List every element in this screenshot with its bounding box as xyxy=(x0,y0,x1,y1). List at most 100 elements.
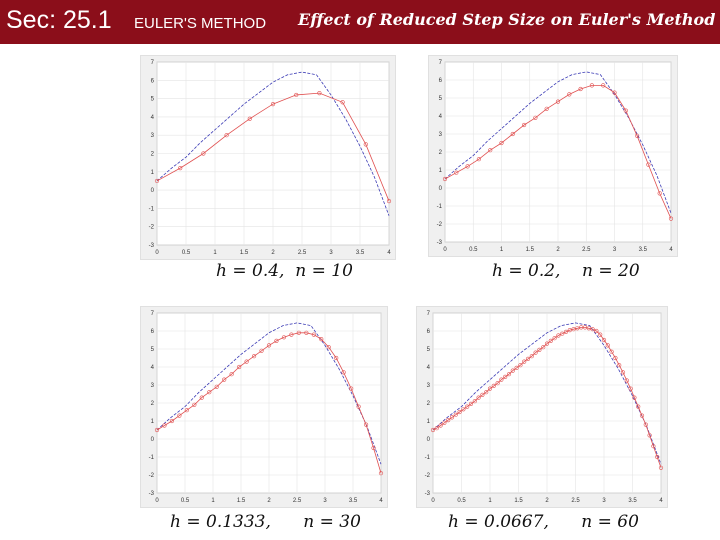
euler-point xyxy=(484,390,489,395)
euler-point xyxy=(522,359,527,364)
euler-point xyxy=(434,426,439,431)
euler-point xyxy=(499,140,504,146)
euler-point xyxy=(154,178,160,184)
euler-point xyxy=(495,381,500,386)
euler-plot-3: 0 0.5 1 1.5 2 2.5 3 3.5 4 -3 -2 -1 0 1 2 3 4 5 6 7 xyxy=(425,311,664,504)
x-tick-label: 3 xyxy=(323,498,327,504)
euler-point xyxy=(613,355,618,361)
euler-point xyxy=(341,370,346,375)
euler-point xyxy=(544,106,549,111)
y-tick-label: 2 xyxy=(439,150,443,156)
euler-point xyxy=(472,399,477,404)
slide-title: Effect of Reduced Step Size on Euler's M… xyxy=(298,10,716,29)
x-tick-label: 1.5 xyxy=(526,247,535,253)
euler-point xyxy=(476,395,481,400)
y-tick-label: 4 xyxy=(439,114,443,120)
euler-point xyxy=(563,329,569,335)
euler-point xyxy=(567,328,572,333)
y-tick-label: -2 xyxy=(149,473,155,479)
x-tick-label: 2.5 xyxy=(298,250,307,256)
y-tick-label: 4 xyxy=(151,365,155,371)
euler-point xyxy=(229,372,234,377)
euler-point xyxy=(349,386,354,391)
x-tick-label: 3.5 xyxy=(628,498,637,504)
x-tick-label: 1 xyxy=(213,250,217,256)
y-tick-label: 3 xyxy=(427,383,431,389)
euler-point xyxy=(480,392,485,397)
y-tick-label: -3 xyxy=(149,491,155,497)
plot-panel: 0 0.5 1 1.5 2 2.5 3 3.5 4 -3 -2 -1 0 1 2 3 4 5 6 7 xyxy=(140,55,396,260)
step-size-caption: h = 0.1333, n = 30 xyxy=(170,512,361,532)
euler-point xyxy=(620,370,626,375)
y-tick-label: 0 xyxy=(427,437,431,443)
euler-point xyxy=(514,365,519,371)
exact-solution-line xyxy=(156,322,382,465)
euler-point xyxy=(537,347,542,353)
x-tick-label: 1 xyxy=(500,247,504,253)
x-tick-label: 1.5 xyxy=(514,498,523,504)
euler-plot-2: 0 0.5 1 1.5 2 2.5 3 3.5 4 -3 -2 -1 0 1 2 3 4 5 6 7 xyxy=(149,311,384,504)
y-tick-label: 4 xyxy=(151,115,155,121)
x-tick-label: 4 xyxy=(659,498,663,504)
euler-point xyxy=(521,122,527,128)
euler-point xyxy=(590,327,595,332)
euler-point xyxy=(639,413,645,418)
x-tick-label: 4 xyxy=(669,247,673,253)
euler-point xyxy=(214,384,219,389)
euler-point xyxy=(589,83,594,88)
euler-point xyxy=(449,415,455,420)
y-tick-label: -3 xyxy=(149,243,155,249)
euler-point xyxy=(529,354,534,359)
x-tick-label: 1.5 xyxy=(240,250,249,256)
euler-point xyxy=(617,363,622,368)
y-tick-label: 3 xyxy=(439,132,443,138)
euler-point xyxy=(207,390,212,395)
euler-point xyxy=(457,409,462,415)
euler-point xyxy=(386,198,392,204)
x-tick-label: 0 xyxy=(431,498,435,504)
y-tick-label: 5 xyxy=(151,347,155,353)
euler-point xyxy=(571,327,576,332)
euler-point xyxy=(192,402,197,407)
euler-point xyxy=(491,383,496,388)
euler-point xyxy=(488,148,493,153)
euler-point xyxy=(244,359,249,364)
euler-point xyxy=(274,338,279,344)
euler-point xyxy=(643,422,648,427)
euler-point xyxy=(177,413,182,418)
x-tick-label: 0.5 xyxy=(469,247,478,253)
euler-point xyxy=(518,363,523,368)
euler-point xyxy=(453,412,458,417)
exact-solution-line xyxy=(444,71,672,214)
exact-solution-line xyxy=(432,322,662,465)
x-tick-label: 1.5 xyxy=(237,498,246,504)
euler-point xyxy=(657,191,662,196)
euler-point xyxy=(632,395,637,400)
euler-point xyxy=(552,336,557,341)
euler-point xyxy=(525,356,531,362)
y-tick-label: 7 xyxy=(427,311,431,317)
euler-point xyxy=(319,336,324,342)
y-tick-label: 7 xyxy=(439,60,443,66)
y-tick-label: 0 xyxy=(151,188,155,194)
x-tick-label: 3.5 xyxy=(349,498,358,504)
x-tick-label: 3.5 xyxy=(356,250,365,256)
euler-point xyxy=(430,427,436,433)
euler-point xyxy=(259,348,264,353)
euler-point xyxy=(487,386,493,391)
y-tick-label: 2 xyxy=(427,401,431,407)
x-tick-label: 2.5 xyxy=(571,498,580,504)
euler-point xyxy=(281,335,287,340)
euler-point xyxy=(668,216,674,221)
y-tick-label: -3 xyxy=(437,240,443,246)
y-tick-label: 0 xyxy=(151,437,155,443)
euler-point xyxy=(465,404,470,409)
euler-point xyxy=(363,142,368,147)
euler-approximation-line xyxy=(156,92,390,202)
x-tick-label: 3 xyxy=(602,498,606,504)
euler-point xyxy=(266,343,272,348)
x-tick-label: 1 xyxy=(488,498,492,504)
euler-point xyxy=(201,151,206,156)
x-tick-label: 4 xyxy=(379,498,383,504)
euler-point xyxy=(270,101,276,107)
